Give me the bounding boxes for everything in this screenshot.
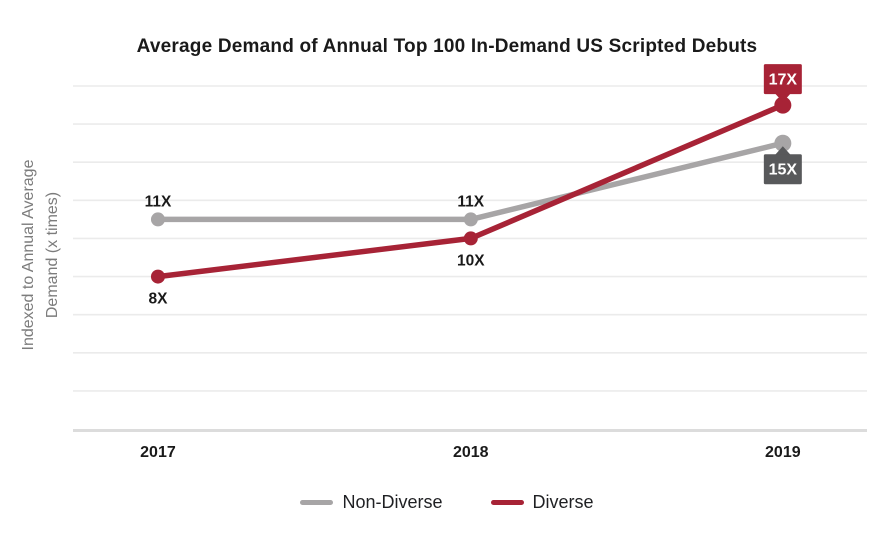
x-tick-label: 2017 bbox=[140, 444, 176, 461]
legend-line-swatch-diverse bbox=[490, 499, 524, 506]
x-tick-label: 2018 bbox=[453, 444, 489, 461]
legend-item-label: Diverse bbox=[532, 492, 594, 512]
data-point-label: 8X bbox=[148, 291, 168, 308]
legend: Non-Diverse Diverse bbox=[0, 492, 894, 513]
data-point-marker-diverse bbox=[463, 231, 478, 246]
data-point-badge bbox=[763, 64, 802, 95]
data-point-badge-label: 15X bbox=[769, 162, 798, 179]
series-line-diverse bbox=[155, 102, 786, 280]
data-point-marker-diverse bbox=[774, 96, 792, 114]
legend-item-diverse: Diverse bbox=[490, 492, 594, 513]
badge-pointer-icon bbox=[773, 92, 792, 103]
data-point-label: 11X bbox=[457, 193, 484, 210]
chart-title: Average Demand of Annual Top 100 In-Dema… bbox=[136, 36, 758, 57]
data-point-badge bbox=[763, 154, 802, 185]
data-point-marker-diverse bbox=[150, 269, 165, 284]
x-tick-label: 2019 bbox=[765, 444, 801, 461]
legend-item-label: Non-Diverse bbox=[342, 492, 443, 512]
badge-pointer-icon bbox=[773, 146, 792, 157]
data-point-label: 11X bbox=[145, 193, 172, 210]
plot-area: 2017 2018 2019 11X 11X 15X 8X 10X 17X bbox=[73, 64, 867, 461]
data-point-badge-label: 17X bbox=[769, 72, 798, 89]
data-point-label: 10X bbox=[457, 252, 485, 269]
legend-item-non-diverse: Non-Diverse bbox=[300, 492, 443, 513]
legend-line-swatch-non-diverse bbox=[300, 499, 334, 506]
data-point-marker-non-diverse bbox=[150, 212, 165, 227]
data-point-marker-non-diverse bbox=[774, 134, 792, 152]
data-point-marker-non-diverse bbox=[463, 212, 478, 227]
